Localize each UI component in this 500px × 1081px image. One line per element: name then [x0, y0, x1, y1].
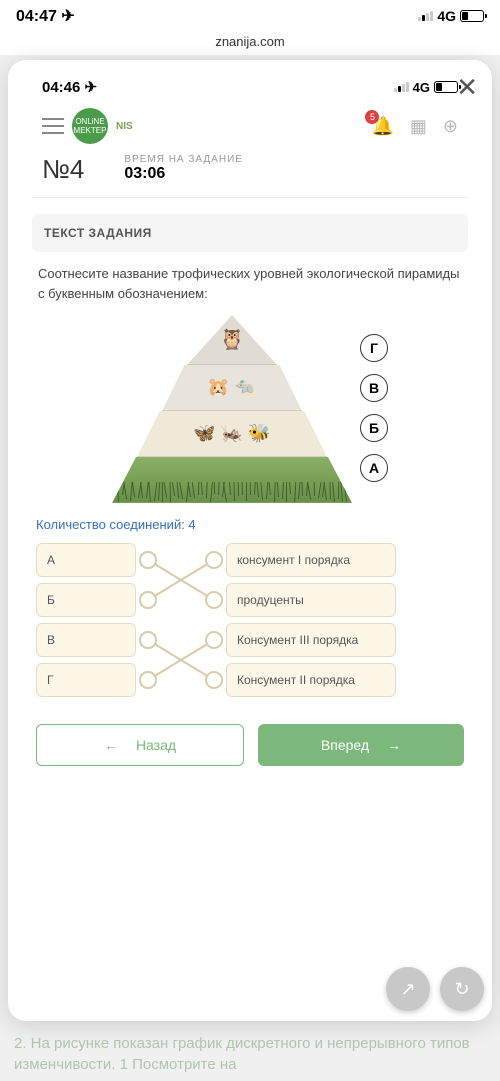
- divider: [32, 197, 468, 198]
- inner-network-label: 4G: [413, 80, 430, 95]
- match-right-3[interactable]: Консумент II порядка: [226, 663, 396, 697]
- arrow-left-icon: ←: [104, 737, 118, 753]
- next-label: Вперед: [321, 737, 369, 753]
- floating-buttons: ↗ ↻: [386, 967, 484, 1011]
- app-header: ONLiNE MEKTEP NIS 🔔5 ▦ ⊕: [8, 102, 492, 150]
- pyramid-level-3: 🐹 🐀: [162, 365, 302, 411]
- label-v: В: [360, 374, 388, 402]
- pyramid-labels: Г В Б А: [360, 334, 388, 482]
- connections-count: Количество соединений: 4: [8, 511, 492, 540]
- device-statusbar: 04:47 ✈ 4G: [0, 0, 500, 32]
- battery-icon: [460, 10, 484, 22]
- timer: 03:06: [124, 165, 458, 183]
- notification-badge: 5: [365, 110, 379, 124]
- question-text: Соотнесите название трофических уровней …: [8, 264, 492, 313]
- match-left-v[interactable]: В: [36, 623, 136, 657]
- device-time: 04:47 ✈: [16, 6, 75, 26]
- share-fab[interactable]: ↗: [386, 967, 430, 1011]
- match-right-0[interactable]: консумент I порядка: [226, 543, 396, 577]
- grass: [112, 482, 352, 502]
- pyramid-level-2: 🦋 🦗 🐝: [137, 411, 327, 457]
- label-g: Г: [360, 334, 388, 362]
- refresh-fab[interactable]: ↻: [440, 967, 484, 1011]
- match-left-b[interactable]: Б: [36, 583, 136, 617]
- inner-time: 04:46 ✈: [42, 78, 97, 96]
- match-grid: А Б В Г консумент I порядка: [8, 540, 492, 700]
- section-label: ТЕКСТ ЗАДАНИЯ: [32, 214, 468, 252]
- inner-signal-icon: [394, 82, 409, 92]
- inner-statusbar: 04:46 ✈ 4G: [8, 60, 492, 102]
- background-text: 2. На рисунке показан график дискретного…: [14, 1033, 486, 1075]
- pyramid-level-1: [112, 457, 352, 503]
- question-header: №4 ВРЕМЯ НА ЗАДАНИЕ 03:06: [8, 150, 492, 197]
- menu-icon[interactable]: [42, 118, 64, 134]
- arrow-right-icon: →: [387, 737, 401, 753]
- next-button[interactable]: Вперед →: [258, 724, 464, 766]
- time-label: ВРЕМЯ НА ЗАДАНИЕ: [124, 154, 458, 165]
- network-label: 4G: [437, 8, 456, 24]
- match-left-a[interactable]: А: [36, 543, 136, 577]
- modal-window: ✕ 04:46 ✈ 4G ONLiNE MEKTEP NIS 🔔5 ▦ ⊕ №4…: [8, 60, 492, 1021]
- logo-mektep[interactable]: ONLiNE MEKTEP: [72, 108, 108, 144]
- signal-icon: [418, 11, 433, 21]
- inner-battery-icon: [434, 81, 458, 93]
- pyramid: 🦉 🐹 🐀 🦋 🦗 🐝: [112, 313, 352, 503]
- match-right-col: консумент I порядка продуценты Консумент…: [226, 543, 396, 697]
- back-label: Назад: [136, 737, 176, 753]
- logo-nis[interactable]: NIS: [116, 121, 133, 132]
- match-left-col: А Б В Г: [36, 543, 136, 697]
- match-left-g[interactable]: Г: [36, 663, 136, 697]
- label-a: А: [360, 454, 388, 482]
- match-right-1[interactable]: продуценты: [226, 583, 396, 617]
- connector-area[interactable]: [136, 540, 226, 700]
- match-right-2[interactable]: Консумент III порядка: [226, 623, 396, 657]
- browser-url[interactable]: znanija.com: [0, 32, 500, 55]
- back-button[interactable]: ← Назад: [36, 724, 244, 766]
- device-status-right: 4G: [418, 8, 484, 24]
- globe-icon[interactable]: ⊕: [443, 116, 458, 137]
- pyramid-level-4: 🦉: [187, 315, 277, 365]
- label-b: Б: [360, 414, 388, 442]
- inner-status-right: 4G: [394, 80, 458, 95]
- bell-icon[interactable]: 🔔5: [371, 116, 393, 137]
- nav-buttons: ← Назад Вперед →: [8, 700, 492, 766]
- question-number: №4: [42, 154, 84, 185]
- list-icon[interactable]: ▦: [410, 116, 427, 137]
- pyramid-figure: 🦉 🐹 🐀 🦋 🦗 🐝 Г В Б А: [8, 313, 492, 511]
